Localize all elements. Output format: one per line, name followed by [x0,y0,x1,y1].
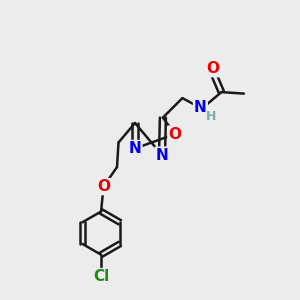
Text: O: O [97,179,110,194]
Text: Cl: Cl [93,269,109,284]
Text: N: N [129,141,141,156]
Text: O: O [206,61,219,76]
Text: N: N [194,100,207,115]
Text: O: O [168,127,182,142]
Text: H: H [206,110,217,123]
Text: N: N [156,148,168,163]
